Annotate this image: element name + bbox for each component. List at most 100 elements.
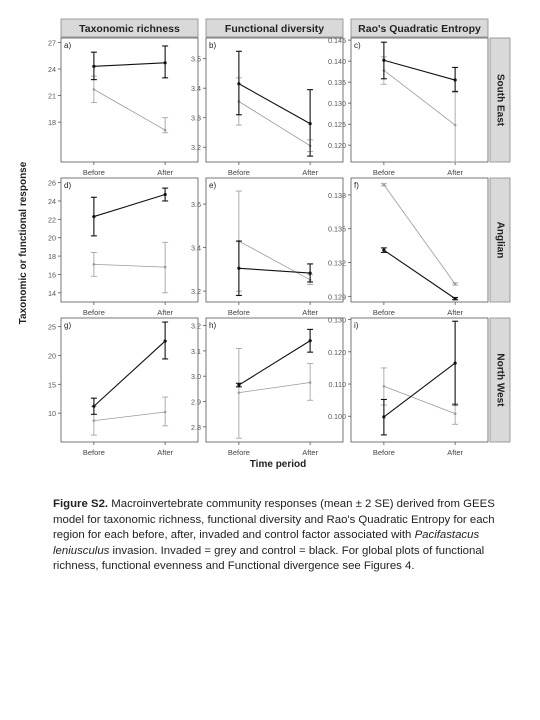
series-line [238,101,311,147]
data-point [453,78,457,82]
row-strip [489,317,511,443]
y-tick-label: 0.135 [328,225,346,234]
data-point [237,383,241,387]
y-tick-label: 0.135 [328,78,346,87]
series-control [90,45,169,81]
x-tick-label: After [447,168,463,177]
data-point [308,271,312,275]
row-strip [489,177,511,303]
series-line [238,382,311,394]
y-tick-label: 3.0 [191,372,201,381]
column-strip-label: Rao's Quadratic Entropy [358,23,481,35]
data-point [453,123,457,127]
y-tick-label: 20 [48,234,56,243]
panel-frame [350,37,489,163]
series-line [93,89,166,131]
x-tick-label: Before [83,308,105,317]
y-tick-label: 27 [48,38,56,47]
panel-frame [60,317,199,443]
panel-letter: a) [64,41,71,50]
row-strip-label: Anglian [494,222,505,259]
series-control [90,187,169,237]
x-tick-label: Before [83,168,105,177]
data-point [382,248,386,252]
data-point [453,412,457,415]
data-point [92,419,96,422]
row-strip-label: North West [494,353,505,407]
panel: 27 24 21 18 Before After a) [48,37,199,177]
y-tick-label: 24 [48,197,56,206]
caption-species-name: Pacifastacus leniusculus [53,529,480,557]
y-tick-label: 0.138 [328,191,346,200]
series-line [383,385,456,415]
series-line [383,249,456,300]
x-tick-label: Before [373,308,395,317]
panel-frame [205,177,344,303]
y-tick-label: 3.6 [191,200,201,209]
x-tick-label: After [157,448,173,457]
x-tick-label: Before [83,448,105,457]
y-tick-label: 18 [48,118,56,127]
data-point [92,263,96,266]
row-strip-label: South East [494,74,505,127]
panel-frame [205,37,344,163]
caption-text-end: invasion. Invaded = grey and control = b… [53,544,485,573]
y-tick-label: 25 [48,323,56,332]
data-point [453,282,457,286]
panel-letter: c) [354,41,361,50]
data-point [92,64,96,68]
panel-letter: f) [354,181,359,190]
series-line [383,70,456,126]
column-strip-label: Functional diversity [225,23,324,35]
y-tick-label: 3.2 [191,322,201,331]
panel-frame [350,317,489,443]
column-strip [350,18,489,38]
y-tick-label: 16 [48,270,56,279]
panel-letter: h) [209,321,216,330]
panel-letter: g) [64,321,71,330]
y-tick-label: 0.129 [328,292,346,301]
series-line [93,340,166,407]
series-line [383,59,456,81]
y-tick-label: 24 [48,65,56,74]
y-tick-label: 0.132 [328,259,346,268]
x-tick-label: After [447,448,463,457]
data-point [92,88,96,91]
panel-frame [350,177,489,303]
series-line [383,362,456,418]
y-tick-label: 26 [48,179,56,188]
data-point [453,361,457,365]
series-invaded [380,183,459,286]
y-tick-label: 3.4 [191,244,201,253]
data-point [163,128,167,132]
series-line [238,240,311,281]
panel: 3.6 3.4 3.2 Before After e) [191,177,344,317]
x-tick-label: After [302,448,318,457]
y-tick-label: 0.120 [328,141,346,150]
data-point [92,404,96,408]
y-tick-label: 21 [48,92,56,101]
data-point [237,266,241,270]
y-tick-label: 0.145 [328,36,346,45]
x-tick-label: After [302,308,318,317]
series-control [235,240,314,297]
y-tick-label: 3.2 [191,287,201,296]
data-point [453,297,457,301]
caption-text-start: Macroinvertebrate community responses (m… [53,498,495,541]
series-line [383,184,456,285]
panel: 0.130 0.120 0.110 0.100 Before After i) [328,316,489,457]
y-tick-label: 0.100 [328,412,346,421]
data-point [163,265,167,269]
y-tick-label: 20 [48,351,56,360]
caption-label: Figure S2. [53,498,109,510]
y-tick-label: 3.3 [191,114,201,123]
data-point [163,339,167,343]
series-line [238,83,311,125]
data-point [163,410,167,414]
panel: 25 20 15 10 Before After g) [48,317,199,457]
x-tick-label: Before [228,168,250,177]
data-point [382,183,386,187]
y-tick-label: 0.110 [329,380,346,389]
series-invaded [90,241,169,294]
y-tick-label: 3.4 [191,84,201,93]
